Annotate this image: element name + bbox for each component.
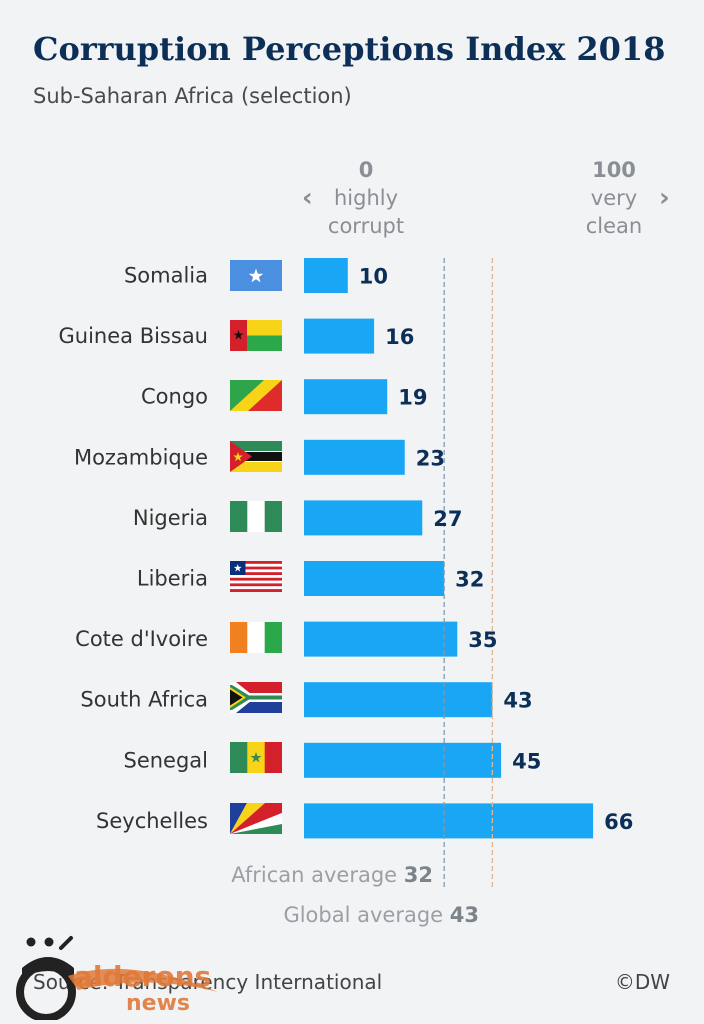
bar-senegal	[304, 742, 502, 778]
scale-min-text-1: highly	[333, 186, 399, 210]
cote-divoire-flag-icon	[230, 622, 282, 653]
global-average-text: Global average	[283, 903, 444, 927]
chevron-left-icon: ‹	[302, 183, 313, 213]
value-label-guinea-bissau: 16	[385, 325, 414, 349]
category-label-liberia: Liberia	[137, 567, 208, 591]
category-label-seychelles: Seychelles	[96, 809, 208, 833]
somalia-flag-icon	[230, 260, 282, 291]
bar-guinea-bissau	[304, 318, 375, 354]
category-label-senegal: Senegal	[123, 748, 208, 772]
value-label-mozambique: 23	[416, 446, 445, 470]
svg-text:news: news	[126, 991, 190, 1016]
scale-min-label: 0 highly corrupt	[316, 156, 416, 240]
mozambique-flag-icon	[230, 441, 282, 472]
bar-cote-d-ivoire	[304, 621, 458, 657]
bar-seychelles	[304, 803, 594, 839]
liberia-flag-icon	[230, 561, 282, 592]
value-label-south-africa: 43	[503, 689, 532, 713]
scale-max-text-2: clean	[585, 214, 643, 238]
chevron-right-icon: ›	[659, 183, 670, 213]
chart-subtitle: Sub-Saharan Africa (selection)	[33, 84, 352, 108]
svg-text:alderons: alderons	[74, 960, 211, 993]
value-label-congo: 19	[398, 386, 427, 410]
category-label-congo: Congo	[141, 385, 208, 409]
scale-max-text-1: very	[590, 186, 638, 210]
bar-mozambique	[304, 439, 405, 475]
bar-somalia	[304, 258, 348, 293]
category-label-nigeria: Nigeria	[133, 506, 208, 530]
category-label-somalia: Somalia	[124, 264, 208, 288]
bar-liberia	[304, 561, 445, 596]
bar-chart: Somalia Guinea Bissau Congo Mozambique Niger…	[59, 258, 633, 888]
congo-flag-icon	[230, 380, 282, 411]
global-average-value: 43	[449, 903, 479, 927]
chart-title: Corruption Perceptions Index 2018	[33, 30, 666, 68]
african-average-label: African average 32	[231, 863, 433, 887]
scale-min-value: 0	[358, 158, 374, 182]
seychelles-flag-icon	[230, 803, 282, 834]
african-average-text: African average	[231, 863, 398, 887]
value-label-somalia: 10	[359, 265, 388, 289]
scale-max-label: 100 very clean	[566, 156, 662, 240]
global-average-label: Global average 43	[283, 903, 479, 927]
nigeria-flag-icon	[230, 501, 282, 532]
bar-nigeria	[304, 500, 423, 536]
value-label-liberia: 32	[455, 568, 484, 592]
bar-congo	[304, 379, 388, 415]
category-label-cote-d-ivoire: Cote d'Ivoire	[75, 627, 208, 651]
guinea-bissau-flag-icon	[230, 320, 282, 351]
scale-max-value: 100	[592, 158, 636, 182]
scale-min-text-2: corrupt	[327, 214, 405, 238]
value-label-seychelles: 66	[604, 810, 633, 834]
bar-south-africa	[304, 682, 493, 718]
watermark-logo-icon: alderons news	[16, 936, 218, 1020]
copyright: ©DW	[614, 970, 670, 994]
category-label-mozambique: Mozambique	[74, 445, 208, 469]
senegal-flag-icon	[230, 742, 282, 773]
category-label-guinea-bissau: Guinea Bissau	[59, 324, 209, 348]
value-label-cote-d-ivoire: 35	[468, 628, 497, 652]
value-label-nigeria: 27	[433, 507, 462, 531]
flags-layer	[230, 260, 282, 834]
category-label-south-africa: South Africa	[80, 688, 208, 712]
south-africa-flag-icon	[230, 682, 282, 713]
african-average-value: 32	[403, 863, 433, 887]
value-label-senegal: 45	[512, 749, 541, 773]
